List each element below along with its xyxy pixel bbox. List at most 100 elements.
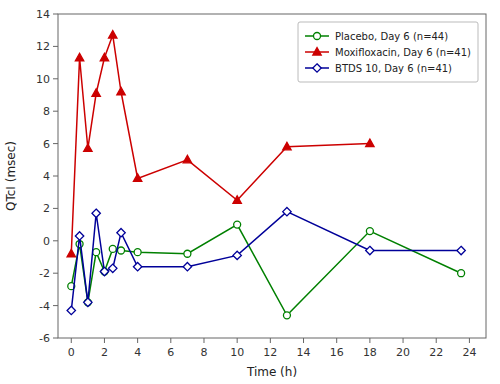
y-tick-label: 14 [36, 8, 50, 21]
point [233, 251, 241, 259]
point [92, 89, 100, 97]
point [84, 144, 92, 152]
point [84, 299, 91, 306]
series-line [71, 35, 370, 254]
point [109, 264, 117, 272]
point [100, 267, 108, 275]
x-tick-label: 16 [330, 346, 344, 359]
point [366, 228, 373, 235]
point [101, 268, 108, 275]
y-tick [53, 78, 58, 79]
point [133, 263, 141, 271]
y-tick-label: 8 [43, 105, 50, 118]
x-tick-label: 10 [230, 346, 244, 359]
x-tick [203, 338, 204, 343]
x-tick [403, 338, 404, 343]
point [366, 139, 374, 147]
point [93, 249, 100, 256]
plot-area [58, 14, 486, 338]
x-tick [336, 338, 337, 343]
point [134, 249, 141, 256]
x-tick [436, 338, 437, 343]
series [68, 221, 465, 319]
x-tick-label: 0 [68, 346, 75, 359]
legend-label: Placebo, Day 6 (n=44) [335, 31, 448, 42]
x-axis-label: Time (h) [246, 365, 297, 379]
y-tick-label: 6 [43, 138, 50, 151]
legend-label: Moxifloxacin, Day 6 (n=41) [335, 47, 471, 58]
y-tick-label: -6 [39, 332, 50, 345]
legend-item: Moxifloxacin, Day 6 (n=41) [305, 47, 471, 58]
x-tick [270, 338, 271, 343]
x-tick-label: 22 [429, 346, 443, 359]
point [366, 246, 374, 254]
x-tick-label: 6 [167, 346, 174, 359]
point [118, 247, 125, 254]
series-line [71, 225, 461, 316]
legend-label: BTDS 10, Day 6 (n=41) [335, 63, 452, 74]
x-tick [303, 338, 304, 343]
y-tick-label: -4 [39, 300, 50, 313]
y-tick [53, 305, 58, 306]
legend-item: BTDS 10, Day 6 (n=41) [305, 63, 452, 74]
y-tick [53, 111, 58, 112]
legend-marker [313, 48, 321, 56]
x-tick-label: 14 [297, 346, 311, 359]
x-tick [237, 338, 238, 343]
point [457, 246, 465, 254]
x-tick [469, 338, 470, 343]
x-tick [137, 338, 138, 343]
point [283, 312, 290, 319]
y-axis-label: QTcI (msec) [4, 141, 18, 211]
y-tick [53, 273, 58, 274]
x-tick-label: 24 [462, 346, 476, 359]
y-tick [53, 176, 58, 177]
x-tick [170, 338, 171, 343]
point [183, 263, 191, 271]
point [109, 31, 117, 39]
point [117, 229, 125, 237]
chart: 024681012141618202224-6-4-202468101214Ti… [0, 0, 500, 384]
x-tick-label: 12 [263, 346, 277, 359]
legend-item: Placebo, Day 6 (n=44) [305, 31, 448, 42]
point [67, 249, 75, 257]
point [184, 250, 191, 257]
point [458, 270, 465, 277]
x-tick [71, 338, 72, 343]
y-tick-label: 12 [36, 40, 50, 53]
point [109, 245, 116, 252]
x-tick [104, 338, 105, 343]
point [283, 142, 291, 150]
point [75, 232, 83, 240]
x-tick-label: 8 [200, 346, 207, 359]
y-tick-label: 2 [43, 202, 50, 215]
point [183, 155, 191, 163]
point [75, 53, 83, 61]
point [133, 174, 141, 182]
x-tick [369, 338, 370, 343]
y-tick [53, 46, 58, 47]
series-line [71, 212, 461, 311]
y-tick [53, 240, 58, 241]
point [234, 221, 241, 228]
y-tick [53, 208, 58, 209]
legend-marker [314, 33, 321, 40]
plot-frame [58, 14, 486, 338]
point [67, 306, 75, 314]
point [117, 87, 125, 95]
x-tick-label: 4 [134, 346, 141, 359]
point [92, 209, 100, 217]
point [283, 207, 291, 215]
y-tick [53, 143, 58, 144]
y-tick-label: 10 [36, 73, 50, 86]
point [233, 196, 241, 204]
y-tick-label: 4 [43, 170, 50, 183]
x-tick-label: 20 [396, 346, 410, 359]
point [84, 298, 92, 306]
x-tick-label: 2 [101, 346, 108, 359]
y-tick [53, 338, 58, 339]
point [100, 53, 108, 61]
x-tick-label: 18 [363, 346, 377, 359]
y-tick-label: 0 [43, 235, 50, 248]
legend: Placebo, Day 6 (n=44) Moxifloxacin, Day 6… [298, 22, 478, 82]
